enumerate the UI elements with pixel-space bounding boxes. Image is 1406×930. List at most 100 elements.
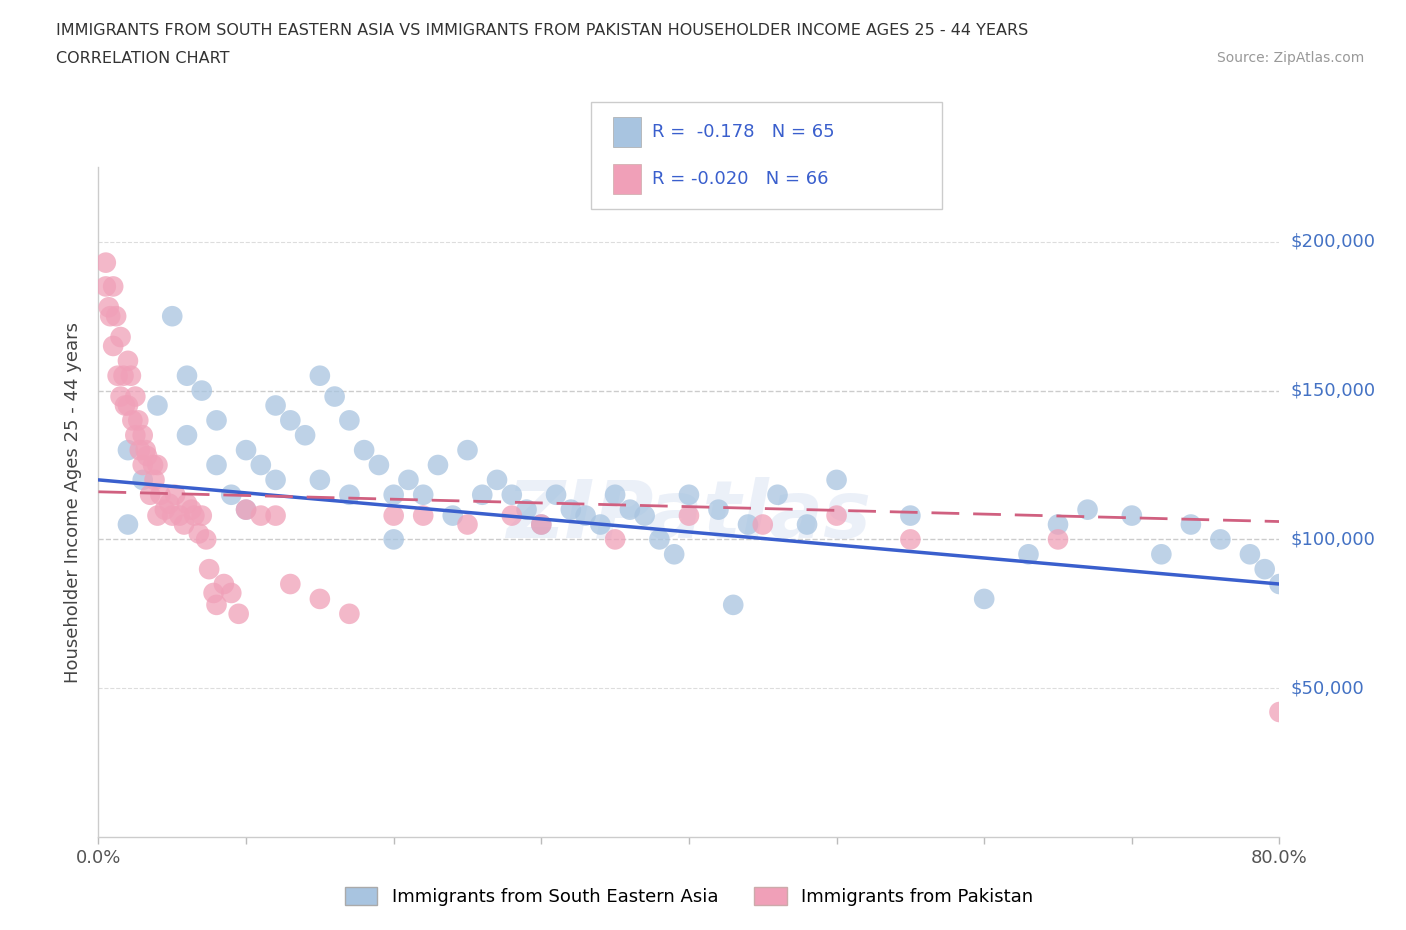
Point xyxy=(323,389,346,404)
Point xyxy=(544,487,567,502)
Point xyxy=(146,458,169,472)
Point xyxy=(165,487,187,502)
Point xyxy=(195,532,218,547)
Point xyxy=(228,606,250,621)
Point xyxy=(124,428,146,443)
Point xyxy=(648,532,671,547)
Point xyxy=(114,398,136,413)
Point xyxy=(427,458,450,472)
Point xyxy=(173,517,195,532)
Point xyxy=(94,279,117,294)
Point xyxy=(530,517,553,532)
Point xyxy=(187,526,209,541)
Point xyxy=(219,586,242,601)
Text: $100,000: $100,000 xyxy=(1291,530,1375,549)
Point xyxy=(98,309,121,324)
Point xyxy=(120,368,142,383)
Point xyxy=(1239,547,1261,562)
Point xyxy=(1017,547,1039,562)
Point xyxy=(132,458,155,472)
Point xyxy=(501,487,523,502)
Point xyxy=(664,547,686,562)
Point xyxy=(264,472,287,487)
Point xyxy=(278,413,302,428)
Point xyxy=(135,443,157,458)
Point xyxy=(235,502,257,517)
Point xyxy=(309,368,332,383)
Point xyxy=(633,508,655,523)
Point xyxy=(353,443,375,458)
Point xyxy=(162,309,183,324)
Point xyxy=(153,502,176,517)
Point xyxy=(132,472,155,487)
Point xyxy=(309,472,332,487)
Point xyxy=(198,562,221,577)
Text: IMMIGRANTS FROM SOUTH EASTERN ASIA VS IMMIGRANTS FROM PAKISTAN HOUSEHOLDER INCOM: IMMIGRANTS FROM SOUTH EASTERN ASIA VS IM… xyxy=(56,23,1029,38)
Point xyxy=(264,508,287,523)
Point xyxy=(382,532,405,547)
Point xyxy=(605,532,627,547)
Point xyxy=(1209,532,1232,547)
Point xyxy=(143,472,166,487)
Text: ZIPatlas: ZIPatlas xyxy=(506,476,872,554)
Point xyxy=(619,502,641,517)
Point xyxy=(412,487,434,502)
Text: $50,000: $50,000 xyxy=(1291,679,1364,698)
Point xyxy=(825,508,848,523)
Point xyxy=(205,597,228,612)
Point xyxy=(337,606,360,621)
Point xyxy=(368,458,391,472)
Point xyxy=(560,502,582,517)
Point xyxy=(202,586,225,601)
Point xyxy=(180,502,202,517)
Point xyxy=(1254,562,1277,577)
Point xyxy=(382,508,405,523)
Point xyxy=(1046,517,1069,532)
Point xyxy=(146,508,169,523)
Point xyxy=(235,502,257,517)
Point xyxy=(396,472,419,487)
Point xyxy=(191,508,214,523)
Point xyxy=(1180,517,1202,532)
Point xyxy=(183,508,205,523)
Y-axis label: Householder Income Ages 25 - 44 years: Householder Income Ages 25 - 44 years xyxy=(65,322,83,683)
Point xyxy=(1121,508,1143,523)
Point xyxy=(337,487,360,502)
Point xyxy=(900,508,922,523)
Point xyxy=(205,413,228,428)
Point xyxy=(678,508,700,523)
Text: R = -0.020   N = 66: R = -0.020 N = 66 xyxy=(652,170,830,188)
Point xyxy=(103,279,125,294)
Point xyxy=(471,487,494,502)
Point xyxy=(456,443,478,458)
Point xyxy=(191,383,214,398)
Point xyxy=(103,339,125,353)
Legend: Immigrants from South Eastern Asia, Immigrants from Pakistan: Immigrants from South Eastern Asia, Immi… xyxy=(336,878,1042,915)
Point xyxy=(515,502,537,517)
Point xyxy=(441,508,464,523)
Point xyxy=(97,299,120,314)
Point xyxy=(146,398,169,413)
Point xyxy=(589,517,612,532)
Point xyxy=(219,487,242,502)
Point xyxy=(142,458,165,472)
Point xyxy=(205,458,228,472)
Point xyxy=(107,368,129,383)
Point xyxy=(530,517,553,532)
Point xyxy=(707,502,730,517)
Point xyxy=(796,517,818,532)
Text: Source: ZipAtlas.com: Source: ZipAtlas.com xyxy=(1216,51,1364,65)
Point xyxy=(278,577,302,591)
Point xyxy=(121,413,143,428)
Point xyxy=(1077,502,1099,517)
Point xyxy=(157,497,180,512)
Point xyxy=(294,428,316,443)
Point xyxy=(94,255,117,270)
Point xyxy=(574,508,596,523)
Point xyxy=(136,448,159,463)
Point xyxy=(169,508,191,523)
Point xyxy=(825,472,848,487)
Point xyxy=(900,532,922,547)
Point xyxy=(1268,577,1291,591)
Point xyxy=(605,487,627,502)
